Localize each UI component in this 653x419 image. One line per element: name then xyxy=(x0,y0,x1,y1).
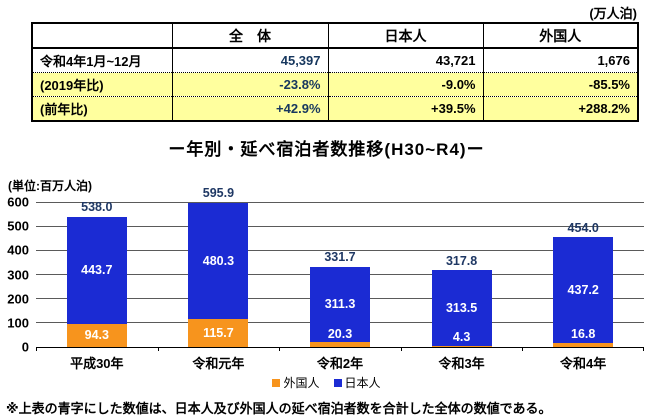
value-cell: 43,721 xyxy=(327,48,483,73)
segment-value-label: 311.3 xyxy=(324,297,356,312)
x-category-label: 令和元年 xyxy=(192,356,245,371)
chart-unit-label: (単位:百万人泊) xyxy=(8,179,92,193)
legend-label: 外国人 xyxy=(283,376,320,390)
segment-value-label: 437.2 xyxy=(567,282,599,297)
value-cell: -9.0% xyxy=(327,72,483,97)
bar-segment-japanese: 437.2 xyxy=(553,237,614,343)
bar-segment-foreign xyxy=(431,345,492,347)
table-row: (2019年比) -23.8% -9.0% -85.5% xyxy=(32,72,638,97)
total-value-label: 538.0 xyxy=(81,200,113,215)
column-header: 全 体 xyxy=(171,23,328,49)
column-header: 日本人 xyxy=(327,23,483,49)
x-category-label: 令和4年 xyxy=(560,356,607,371)
stacked-bar: 443.7 94.3 xyxy=(66,216,127,347)
table-unit-note: (万人泊) xyxy=(589,6,637,21)
table-row: (前年比) +42.9% +39.5% +288.2% xyxy=(32,96,638,121)
chart-title: ー年別・延べ宿泊者数推移(H30~R4)ー xyxy=(168,140,485,159)
axis-tick xyxy=(279,347,280,351)
category-slot: 437.2 16.8 454.0 xyxy=(522,202,644,347)
corner-header-cell xyxy=(32,23,172,49)
category-slot: 443.7 94.3 538.0 xyxy=(36,200,158,347)
legend-label: 日本人 xyxy=(344,376,381,390)
stacked-bar: 313.5 4.3 xyxy=(431,270,492,347)
y-tick-label: 100 xyxy=(7,315,29,331)
value-cell: -85.5% xyxy=(482,72,638,97)
bar-segment-foreign xyxy=(553,342,614,347)
bar-segment-foreign: 94.3 xyxy=(66,324,127,347)
legend-swatch-icon xyxy=(333,378,342,387)
y-tick-label: 300 xyxy=(7,267,29,282)
gridline xyxy=(36,225,644,227)
category-slot: 311.3 20.3 331.7 xyxy=(279,202,401,347)
value-cell: 1,676 xyxy=(482,48,638,73)
bar-segment-foreign: 115.7 xyxy=(188,319,249,347)
table-body: 令和4年1月~12月 45,397 43,721 1,676 (2019年比) -23.8… xyxy=(32,48,638,121)
segment-value-label: 443.7 xyxy=(81,263,113,278)
segment-value-label: 4.3 xyxy=(452,330,471,345)
total-value-label: 595.9 xyxy=(202,186,235,201)
y-tick-label: 0 xyxy=(21,339,29,355)
row-label: (2019年比) xyxy=(32,72,172,97)
bar-segment-japanese: 311.3 xyxy=(309,266,370,343)
gridline xyxy=(36,249,644,251)
segment-value-label: 313.5 xyxy=(445,300,478,315)
y-tick-label: 200 xyxy=(7,291,29,307)
y-tick-label: 400 xyxy=(7,242,29,258)
table-row: 令和4年1月~12月 45,397 43,721 1,676 xyxy=(32,48,638,73)
stacked-bar: 311.3 20.3 xyxy=(309,266,370,347)
total-value-label: 331.7 xyxy=(324,250,356,265)
x-axis-labels: 平成30年 令和元年 令和2年 令和3年 令和4年 xyxy=(36,353,644,372)
stats-table: 全 体日本人 外国人 令和4年1月~12月 45,397 43,721 1,676 (20… xyxy=(31,22,639,122)
bar-segment-japanese: 480.3 xyxy=(188,202,249,320)
value-cell: +288.2% xyxy=(482,96,638,121)
category-slot: 313.5 4.3 317.8 xyxy=(401,202,523,347)
y-axis-labels: 0 100 200 300 400 500 600 xyxy=(0,195,29,355)
x-category-label: 令和2年 xyxy=(316,356,364,371)
axis-tick xyxy=(158,347,159,351)
table-header-row: 全 体日本人 外国人 xyxy=(32,23,638,49)
bar-segment-foreign xyxy=(309,342,370,347)
chart-legend: 外国人 日本人 xyxy=(0,374,653,391)
value-cell: 45,397 xyxy=(171,48,328,73)
category-slot: 480.3 115.7 595.9 xyxy=(158,187,280,347)
value-cell: +39.5% xyxy=(327,96,483,121)
segment-value-label: 94.3 xyxy=(84,328,109,343)
gridline xyxy=(36,201,644,203)
legend-swatch-icon xyxy=(272,378,281,387)
segment-value-label: 16.8 xyxy=(571,327,596,342)
row-label: 令和4年1月~12月 xyxy=(40,54,142,69)
x-category-label: 令和3年 xyxy=(438,356,485,371)
plot-area: 443.7 94.3 538.0 480.3 115.7 595.9 311.3 20.3 33… xyxy=(36,187,644,351)
bar-segment-japanese: 313.5 xyxy=(431,270,492,346)
column-header: 外国人 xyxy=(482,23,638,49)
axis-tick xyxy=(522,347,523,351)
value-cell: -23.8% xyxy=(171,72,328,97)
x-category-label: 平成30年 xyxy=(70,356,124,371)
axis-tick xyxy=(36,347,37,351)
segment-value-label: 115.7 xyxy=(203,325,234,340)
segment-value-label: 480.3 xyxy=(202,253,235,268)
legend-item: 日本人 xyxy=(333,374,381,391)
total-value-label: 317.8 xyxy=(445,253,478,268)
bar-chart: (単位:百万人泊) 0 100 200 300 400 500 600 443.7 94.3 5… xyxy=(0,170,653,396)
x-axis-line xyxy=(36,347,644,348)
bar-segment-japanese: 443.7 xyxy=(66,216,127,325)
y-tick-label: 500 xyxy=(7,218,29,234)
axis-tick xyxy=(401,347,402,351)
row-label: (前年比) xyxy=(32,96,172,121)
axis-tick xyxy=(643,347,644,351)
footnote: ※上表の青字にした数値は、日本人及び外国人の延べ宿泊者数を合計した全体の数値であ… xyxy=(6,401,552,416)
y-tick-label: 600 xyxy=(7,194,29,210)
segment-value-label: 20.3 xyxy=(327,326,353,341)
stacked-bar: 480.3 115.7 xyxy=(188,202,249,347)
value-cell: +42.9% xyxy=(171,96,328,121)
legend-item: 外国人 xyxy=(272,374,320,391)
stacked-bar: 437.2 16.8 xyxy=(553,237,614,347)
total-value-label: 454.0 xyxy=(567,220,599,235)
